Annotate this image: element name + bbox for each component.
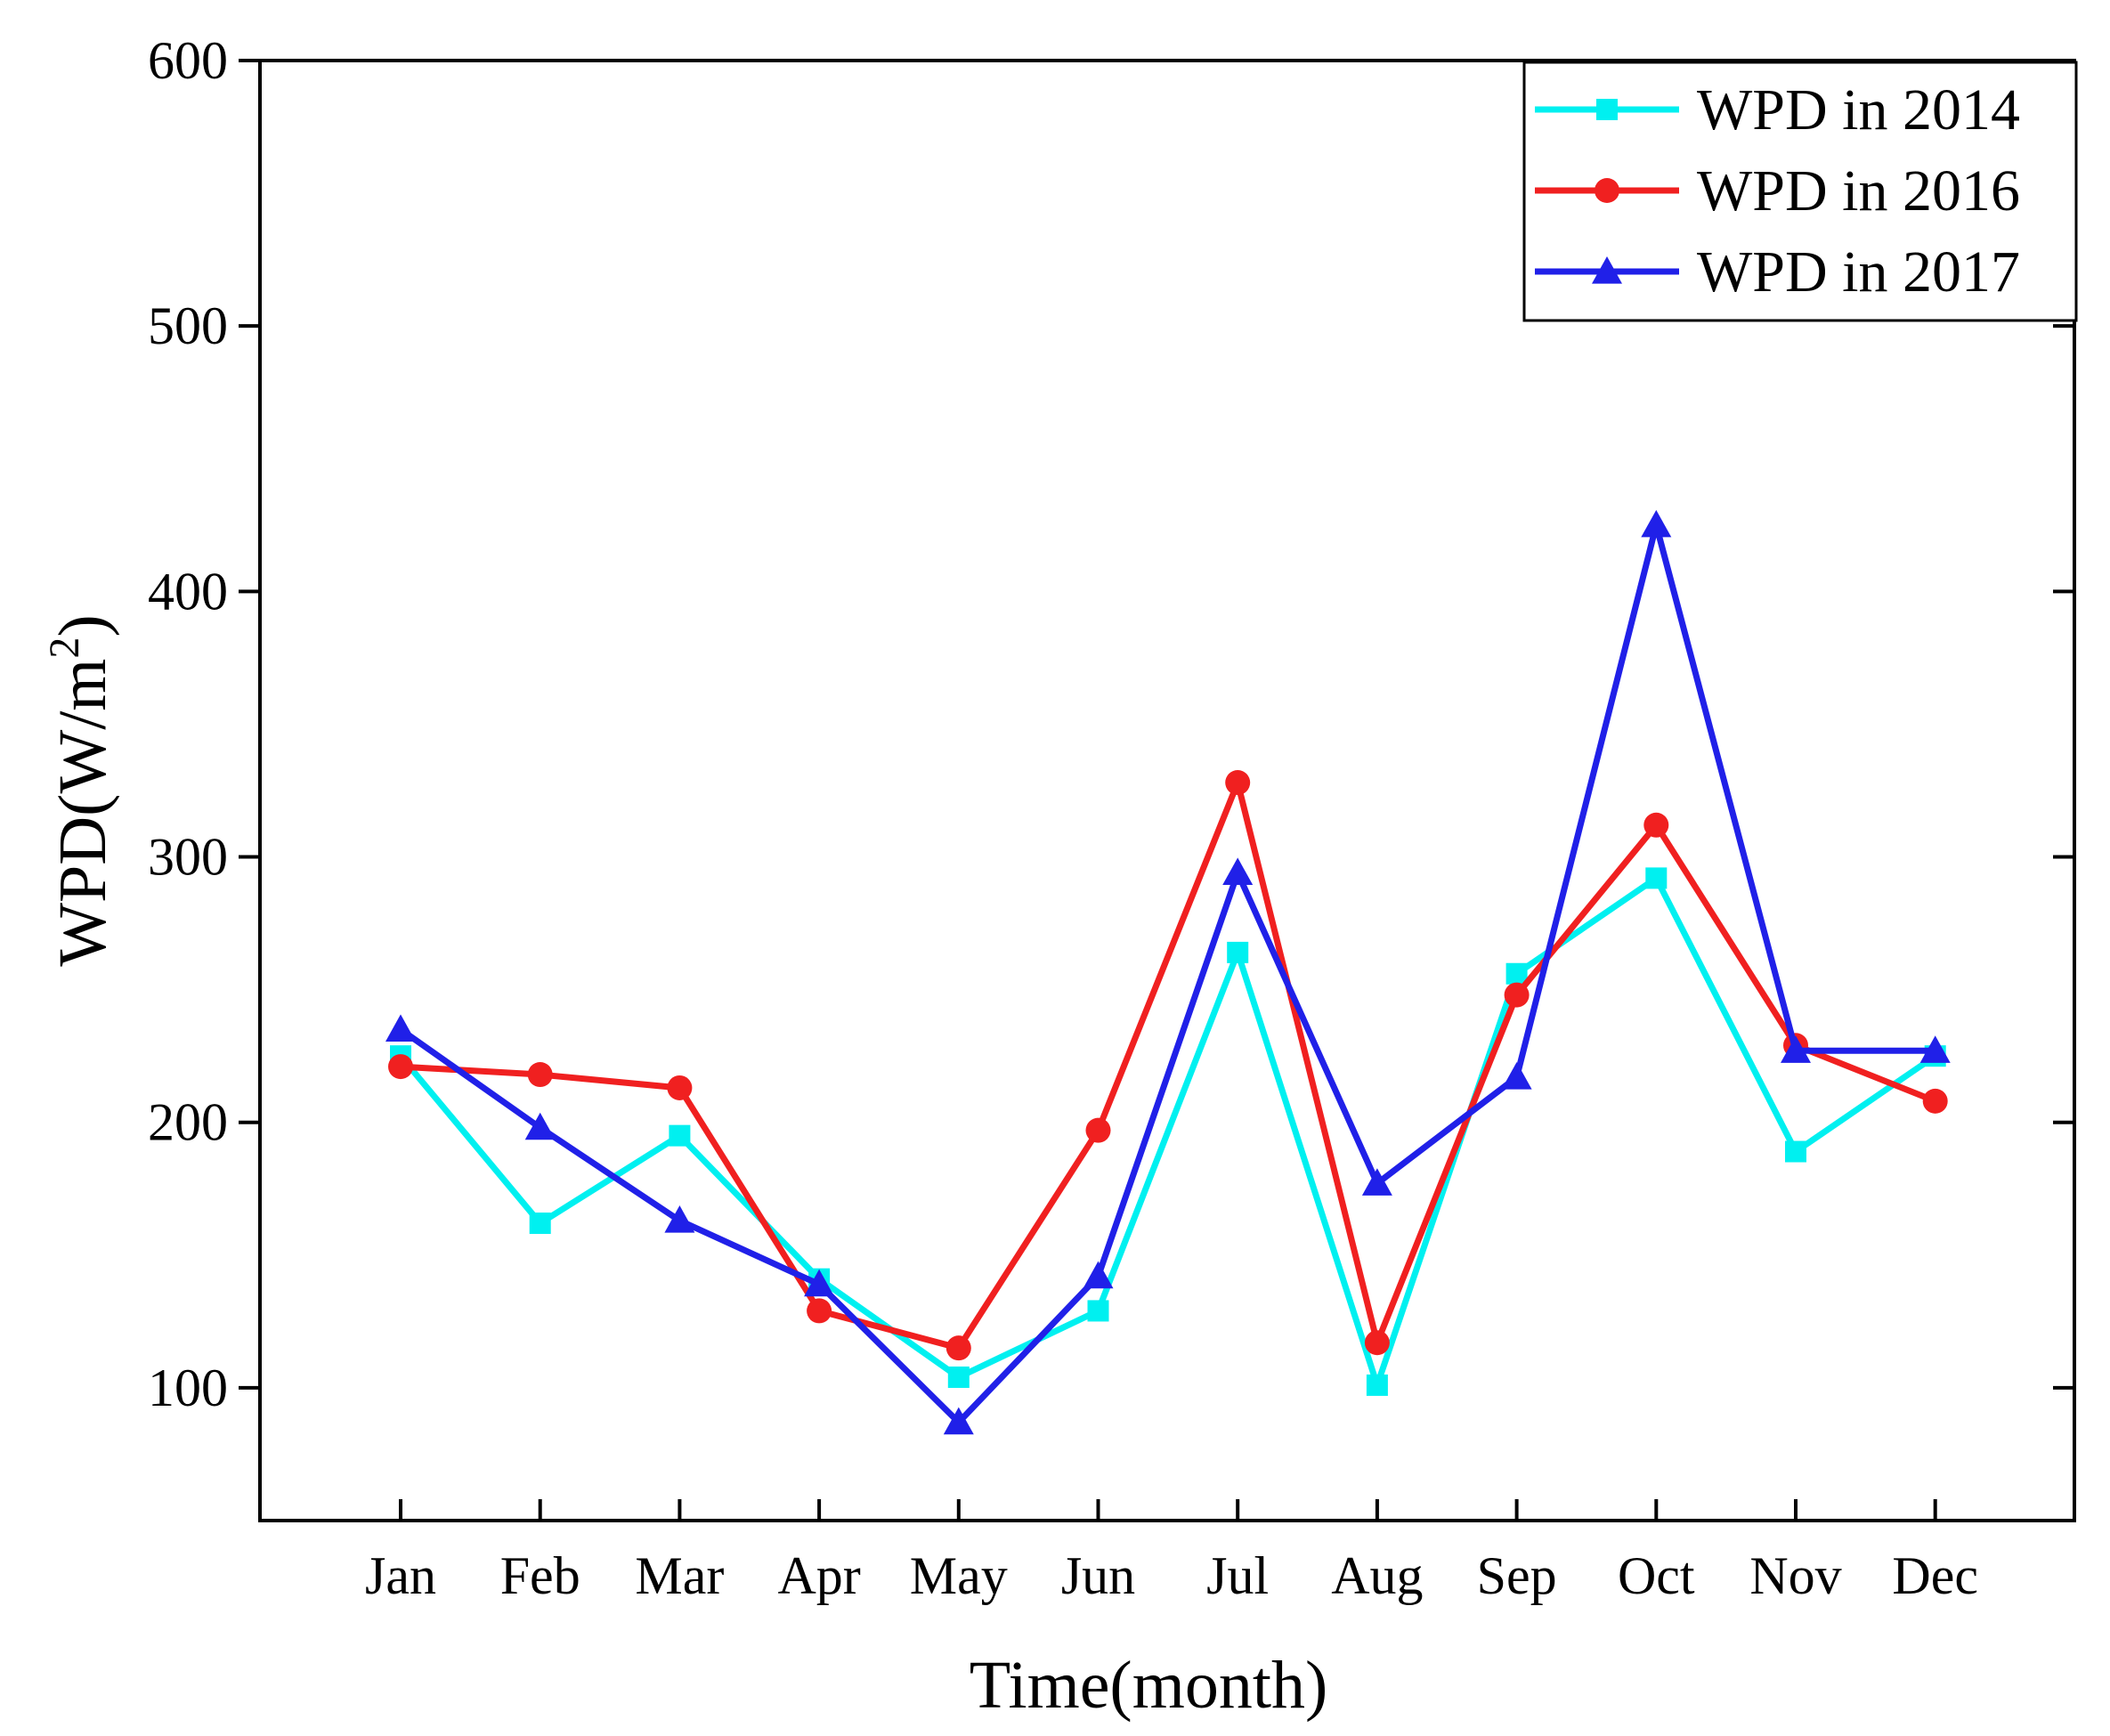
point-triangle-oct (1641, 509, 1672, 538)
x-tick-label-sep: Sep (1477, 1546, 1557, 1605)
point-square-aug (1366, 1374, 1388, 1396)
x-tick-label-apr: Apr (777, 1546, 860, 1605)
x-tick-label-jul: Jul (1206, 1546, 1269, 1605)
x-tick-label-jun: Jun (1061, 1546, 1135, 1605)
series-1 (390, 867, 1946, 1396)
point-circle-sep (1504, 982, 1530, 1008)
legend-marker-1 (1596, 99, 1618, 120)
y-tick-label-600: 600 (148, 31, 228, 90)
legend-label-3: WPD in 2017 (1697, 239, 2020, 304)
x-tick-label-mar: Mar (635, 1546, 724, 1605)
point-triangle-dec (1919, 1035, 1951, 1063)
point-triangle-mar (664, 1205, 695, 1233)
point-circle-feb (527, 1062, 553, 1088)
point-square-feb (529, 1213, 551, 1235)
y-tick-label-100: 100 (148, 1359, 228, 1417)
point-triangle-jan (385, 1014, 416, 1042)
point-circle-oct (1643, 812, 1669, 838)
point-triangle-jul (1222, 857, 1254, 886)
legend-marker-3 (1592, 256, 1622, 284)
y-tick-label-200: 200 (148, 1093, 228, 1152)
point-circle-mar (667, 1075, 693, 1100)
y-axis-title-sup: 2 (41, 637, 88, 659)
point-triangle-may (943, 1407, 974, 1435)
point-triangle-apr (804, 1269, 835, 1297)
x-tick-label-nov: Nov (1749, 1546, 1841, 1605)
legend: WPD in 2014 WPD in 2016 WPD in 2017 (1522, 61, 2078, 322)
legend-marker-2 (1595, 178, 1619, 203)
x-axis-title: Time(month) (970, 1648, 1328, 1723)
point-triangle-nov (1781, 1035, 1811, 1063)
y-axis-title-main: WPD(W/m (45, 659, 120, 967)
plot-frame (258, 59, 2076, 1522)
series-line-2 (400, 779, 1936, 1351)
series-line-3 (398, 522, 1936, 1426)
point-square-oct (1645, 867, 1668, 889)
point-square-jun (1087, 1300, 1109, 1322)
point-triangle-feb (524, 1112, 556, 1140)
x-tick-label-jan: Jan (365, 1546, 436, 1605)
point-triangle-jun (1083, 1261, 1114, 1289)
point-circle-apr (807, 1298, 832, 1324)
point-circle-dec (1922, 1088, 1948, 1114)
x-axis: Jan Feb Mar Apr May Jun Jul Aug Sep Oct Nov Dec (365, 1499, 1978, 1605)
y-axis-title: WPD(W/m2) (41, 614, 120, 966)
point-square-mar (669, 1124, 691, 1147)
point-square-jul (1227, 941, 1249, 963)
point-circle-jul (1225, 770, 1251, 796)
point-circle-jan (388, 1054, 413, 1080)
point-square-nov (1785, 1140, 1806, 1163)
x-tick-label-may: May (910, 1546, 1008, 1605)
point-circle-aug (1364, 1330, 1390, 1356)
x-tick-label-aug: Aug (1331, 1546, 1423, 1605)
y-tick-label-300: 300 (148, 828, 228, 887)
series-line-1 (398, 874, 1937, 1389)
y-axis: 100 200 300 400 500 600 (148, 31, 2074, 1417)
point-circle-jun (1085, 1117, 1111, 1143)
x-tick-label-dec: Dec (1892, 1546, 1978, 1605)
x-tick-label-oct: Oct (1618, 1546, 1695, 1605)
point-triangle-aug (1361, 1168, 1392, 1196)
y-axis-title-tail: ) (45, 614, 120, 637)
point-circle-may (945, 1335, 971, 1361)
point-square-sep (1505, 962, 1528, 985)
series-layer (385, 509, 1951, 1435)
point-square-may (947, 1366, 970, 1388)
point-triangle-sep (1501, 1062, 1532, 1090)
x-tick-label-feb: Feb (500, 1546, 580, 1605)
legend-label-1: WPD in 2014 (1697, 77, 2020, 142)
series-3 (385, 509, 1951, 1435)
legend-label-2: WPD in 2016 (1697, 158, 2020, 223)
y-tick-label-500: 500 (148, 296, 228, 355)
y-tick-label-400: 400 (148, 562, 228, 621)
